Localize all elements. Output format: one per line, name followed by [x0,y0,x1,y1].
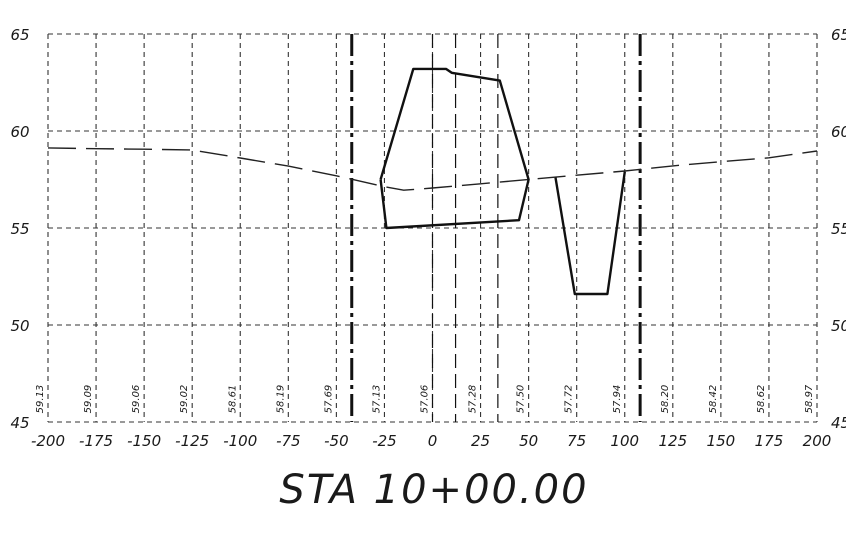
x-tick-label: 100 [610,432,639,450]
x-tick-label: -150 [127,432,161,450]
y-tick-label-left: 55 [10,220,29,238]
elevation-label: 57.28 [468,385,479,414]
x-tick-label: 0 [428,432,438,450]
elevation-label: 57.69 [323,385,334,414]
elevation-label: 57.94 [612,385,623,414]
elevation-label: 57.50 [516,385,527,414]
x-tick-label: 50 [519,432,538,450]
elevation-label: 59.09 [83,385,94,414]
x-tick-label: -200 [31,432,65,450]
elevation-label: 59.02 [179,385,190,414]
x-tick-label: -175 [79,432,113,450]
y-tick-label-left: 60 [10,123,29,141]
elevation-label: 58.20 [660,385,671,414]
y-tick-label-left: 45 [10,414,29,432]
grid [47,33,818,423]
elevation-label: 57.13 [371,385,382,414]
y-tick-label-right: 45 [831,414,846,432]
x-tick-label: 200 [803,432,832,450]
reference-lines [350,34,642,422]
elevation-label: 58.42 [708,385,719,414]
section-profile-line [554,171,626,296]
profile-lines [47,67,818,296]
elevation-label: 58.97 [804,384,815,413]
y-tick-label-right: 60 [831,123,846,141]
y-tick-label-right: 65 [831,26,846,44]
elevation-label: 58.19 [275,385,286,414]
elevation-label: 58.61 [227,385,238,414]
x-tick-label: 175 [755,432,784,450]
y-tick-label-right: 55 [831,220,846,238]
x-tick-label: 125 [658,432,687,450]
x-tick-label: -50 [324,432,349,450]
x-tick-label: 75 [567,432,586,450]
x-tick-label: 150 [707,432,736,450]
x-tick-label: -25 [372,432,397,450]
x-tick-label: -125 [175,432,209,450]
elevation-label: 59.06 [131,385,142,414]
y-tick-label-right: 50 [831,317,846,335]
elevation-label: 57.72 [564,385,575,414]
axis-labels: -200 -175 -150 -125 -100 -75 -50 -25 0 25 50 75 100 1… [10,26,846,450]
section-profile-line [379,67,530,230]
existing-ground-line [47,147,818,191]
y-tick-label-left: 65 [10,26,29,44]
elevation-label: 58.62 [756,385,767,414]
x-tick-label: -100 [223,432,257,450]
x-tick-label: 25 [471,432,490,450]
x-tick-label: -75 [276,432,301,450]
elevation-label: 59.13 [35,385,46,414]
station-title: STA 10+00.00 [279,467,588,513]
elevation-label: 57.06 [420,385,431,414]
y-tick-label-left: 50 [10,317,29,335]
